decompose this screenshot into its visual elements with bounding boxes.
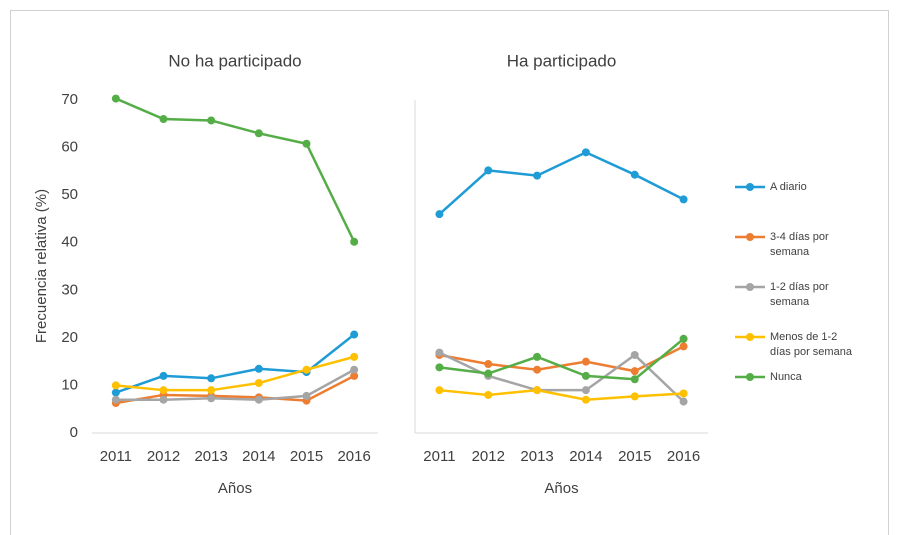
data-point <box>630 350 639 359</box>
data-point <box>302 391 311 400</box>
legend-marker <box>746 233 754 241</box>
x-tick-label: 2012 <box>147 448 180 465</box>
legend-label: Nunca <box>770 370 802 383</box>
data-point <box>435 363 444 372</box>
data-point <box>159 371 168 380</box>
data-point <box>630 367 639 376</box>
legend-label: Menos de 1-2 días por semana <box>770 330 852 358</box>
x-tick-label: 2014 <box>242 448 275 465</box>
data-point <box>350 365 359 374</box>
data-point <box>533 386 542 395</box>
data-point <box>159 395 168 404</box>
data-point <box>207 374 216 383</box>
series-line <box>439 337 685 381</box>
y-tick-label: 10 <box>61 376 78 393</box>
data-point <box>679 342 688 351</box>
data-point <box>581 357 590 366</box>
x-tick-label: 2013 <box>520 448 553 465</box>
data-point <box>581 371 590 380</box>
data-point <box>679 389 688 398</box>
data-point <box>484 369 493 378</box>
data-point <box>435 386 444 395</box>
x-tick-label: 2016 <box>667 448 700 465</box>
series-line <box>115 333 355 394</box>
legend-marker <box>746 183 754 191</box>
x-tick-label: 2016 <box>337 448 370 465</box>
series-line <box>438 150 685 216</box>
data-point <box>581 395 590 404</box>
panel-title: No ha participado <box>168 51 301 70</box>
data-point <box>484 166 493 175</box>
y-tick-label: 20 <box>61 329 78 346</box>
y-tick-label: 70 <box>61 91 78 108</box>
data-point <box>254 395 263 404</box>
data-point <box>679 334 688 343</box>
data-point <box>484 360 493 369</box>
x-tick-label: 2015 <box>618 448 651 465</box>
data-point <box>350 371 359 380</box>
legend-marker <box>746 373 754 381</box>
legend-label: 1-2 días por semana <box>770 280 829 308</box>
data-point <box>207 386 216 395</box>
data-point <box>159 115 168 124</box>
data-point <box>630 392 639 401</box>
data-point <box>533 352 542 361</box>
chart-frame <box>10 10 889 535</box>
data-point <box>254 129 263 138</box>
data-point <box>159 386 168 395</box>
series-line <box>115 374 355 405</box>
data-point <box>484 390 493 399</box>
x-tick-label: 2015 <box>290 448 323 465</box>
data-point <box>111 381 120 390</box>
data-point <box>581 148 590 157</box>
x-tick-label: 2011 <box>100 448 132 465</box>
panel-title: Ha participado <box>507 51 617 70</box>
data-point <box>679 195 688 204</box>
x-axis-label: Años <box>544 480 578 497</box>
x-tick-label: 2014 <box>569 448 602 465</box>
series-line <box>439 388 684 401</box>
x-tick-label: 2011 <box>423 448 455 465</box>
data-point <box>350 237 359 246</box>
data-point <box>630 170 639 179</box>
data-point <box>533 171 542 180</box>
series-line <box>115 368 355 401</box>
x-axis-label: Años <box>218 480 252 497</box>
data-point <box>350 330 359 339</box>
data-point <box>254 379 263 388</box>
data-point <box>207 116 216 125</box>
legend-marker <box>746 333 754 341</box>
data-point <box>533 365 542 374</box>
y-tick-label: 50 <box>61 186 78 203</box>
data-point <box>630 375 639 384</box>
legend-label: 3-4 días por semana <box>770 230 829 258</box>
x-tick-label: 2013 <box>194 448 227 465</box>
y-axis-label: Frecuencia relativa (%) <box>33 189 50 343</box>
data-point <box>111 395 120 404</box>
data-point <box>111 388 120 397</box>
data-point <box>207 394 216 403</box>
legend-marker <box>746 283 754 291</box>
data-point <box>581 386 590 395</box>
y-tick-label: 40 <box>61 234 78 251</box>
data-point <box>435 210 444 219</box>
y-tick-label: 30 <box>61 281 78 298</box>
data-point <box>302 139 311 148</box>
data-point <box>350 352 359 361</box>
data-point <box>302 365 311 374</box>
data-point <box>111 94 120 103</box>
series-line <box>115 355 355 392</box>
data-point <box>679 397 688 406</box>
series-line <box>115 97 356 243</box>
data-point <box>435 348 444 357</box>
x-tick-label: 2012 <box>472 448 505 465</box>
legend-label: A diario <box>770 180 807 193</box>
y-tick-label: 0 <box>70 424 78 441</box>
data-point <box>254 364 263 373</box>
y-tick-label: 60 <box>61 139 78 156</box>
